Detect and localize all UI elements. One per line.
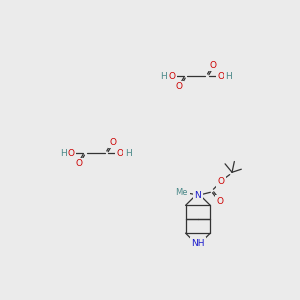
Text: N: N — [195, 191, 201, 200]
Text: H: H — [125, 148, 132, 158]
Text: O: O — [218, 71, 225, 80]
Text: O: O — [168, 71, 175, 80]
Text: H: H — [226, 71, 232, 80]
Text: O: O — [109, 138, 116, 147]
Text: NH: NH — [191, 238, 205, 247]
Text: H: H — [160, 71, 167, 80]
Text: O: O — [176, 82, 183, 91]
Text: O: O — [218, 177, 225, 186]
Text: O: O — [75, 159, 82, 168]
Text: O: O — [217, 197, 224, 206]
Text: O: O — [67, 148, 74, 158]
Text: O: O — [210, 61, 217, 70]
Text: O: O — [117, 148, 124, 158]
Text: H: H — [60, 148, 67, 158]
Text: Me: Me — [176, 188, 188, 197]
